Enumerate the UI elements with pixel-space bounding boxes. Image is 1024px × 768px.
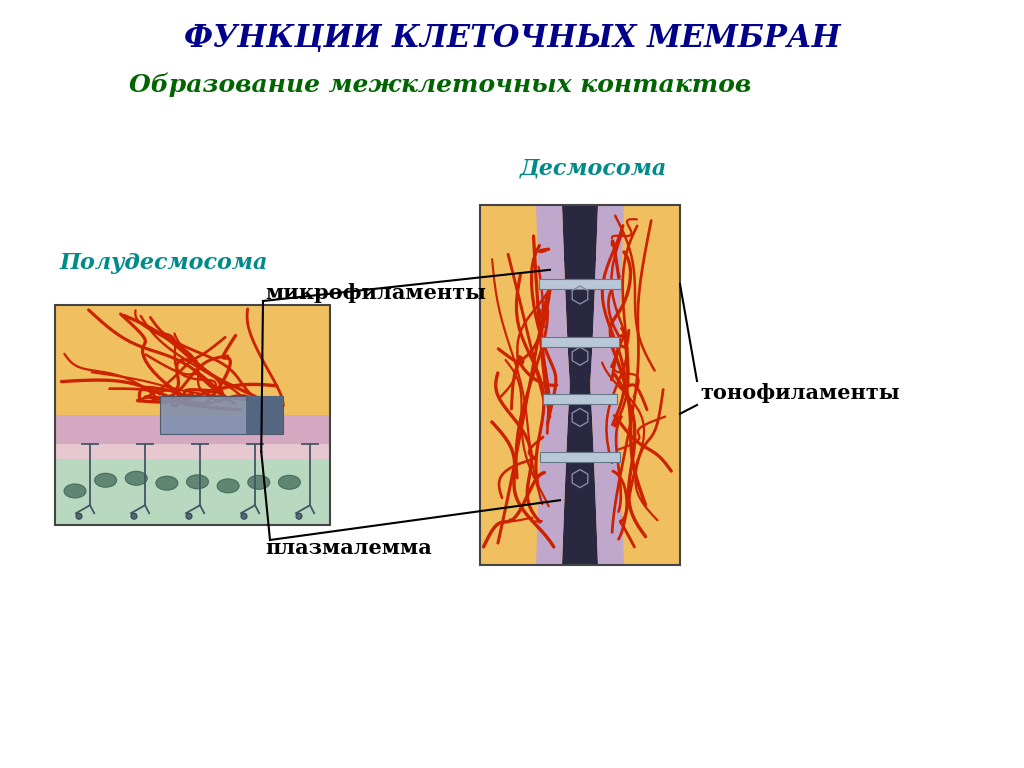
Bar: [539, 280, 621, 290]
Text: плазмалемма: плазмалемма: [265, 538, 432, 558]
Circle shape: [296, 513, 302, 519]
Ellipse shape: [63, 484, 86, 498]
Text: тонофиламенты: тонофиламенты: [700, 383, 900, 403]
Ellipse shape: [217, 479, 240, 493]
Text: Десмосома: Десмосома: [520, 157, 668, 179]
Polygon shape: [246, 396, 284, 434]
Bar: [480, 205, 680, 565]
Bar: [540, 452, 620, 462]
Ellipse shape: [156, 476, 178, 490]
Bar: [160, 396, 284, 434]
Text: Полудесмосома: Полудесмосома: [60, 252, 268, 274]
Circle shape: [131, 513, 137, 519]
Ellipse shape: [248, 475, 269, 489]
Polygon shape: [591, 205, 624, 565]
Bar: [55, 305, 330, 415]
Bar: [55, 444, 330, 459]
Circle shape: [76, 513, 82, 519]
Ellipse shape: [279, 475, 300, 489]
Text: Образование межклеточных контактов: Образование межклеточных контактов: [129, 73, 752, 98]
Text: микрофиламенты: микрофиламенты: [265, 283, 486, 303]
Circle shape: [241, 513, 247, 519]
Bar: [480, 205, 680, 565]
Bar: [543, 395, 617, 405]
Text: ФУНКЦИИ КЛЕТОЧНЫХ МЕМБРАН: ФУНКЦИИ КЛЕТОЧНЫХ МЕМБРАН: [183, 22, 841, 54]
Ellipse shape: [94, 473, 117, 487]
Ellipse shape: [125, 472, 147, 485]
Bar: [55, 305, 330, 525]
Bar: [55, 459, 330, 525]
Polygon shape: [536, 205, 569, 565]
Circle shape: [186, 513, 193, 519]
Polygon shape: [562, 205, 598, 565]
Bar: [542, 337, 618, 347]
Bar: [55, 415, 330, 444]
Ellipse shape: [186, 475, 209, 488]
Bar: [55, 305, 330, 525]
